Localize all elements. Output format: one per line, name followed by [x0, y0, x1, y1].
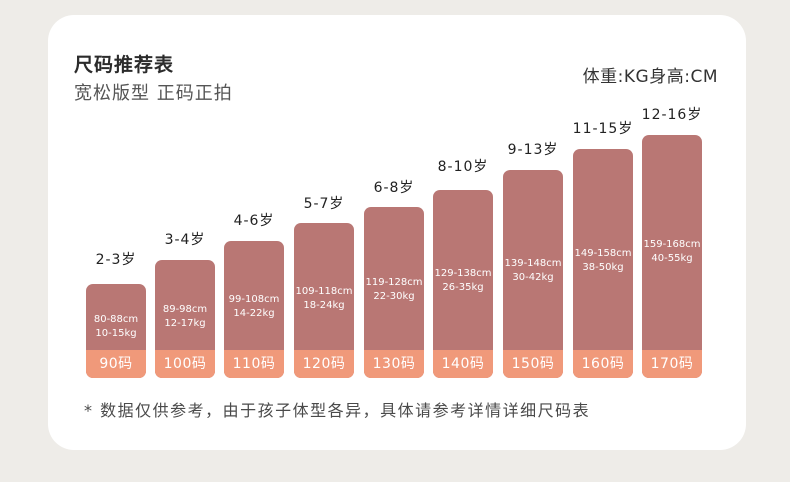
height-range: 139-148cm: [504, 258, 562, 269]
height-range: 129-138cm: [434, 268, 492, 279]
bar-info: 159-168cm 40-55kg: [642, 238, 702, 266]
size-bar: 139-148cm 30-42kg 150码: [503, 170, 563, 378]
age-label: 8-10岁: [437, 159, 489, 175]
age-label: 11-15岁: [572, 121, 634, 137]
size-code: 150码: [503, 350, 563, 378]
height-range: 99-108cm: [228, 294, 280, 305]
size-bar: 99-108cm 14-22kg 110码: [224, 241, 284, 378]
age-label: 6-8岁: [373, 180, 415, 196]
page-title: 尺码推荐表: [74, 54, 175, 76]
bar-info: 139-148cm 30-42kg: [503, 257, 563, 285]
size-bar: 149-158cm 38-50kg 160码: [573, 149, 633, 378]
height-range: 89-98cm: [162, 304, 208, 315]
bar-info: 119-128cm 22-30kg: [364, 276, 424, 304]
weight-range: 40-55kg: [651, 253, 693, 264]
weight-range: 22-30kg: [373, 291, 415, 302]
height-range: 159-168cm: [643, 239, 701, 250]
size-bar: 129-138cm 26-35kg 140码: [433, 190, 493, 378]
size-code: 90码: [86, 350, 146, 378]
weight-range: 26-35kg: [442, 282, 484, 293]
age-label: 12-16岁: [641, 107, 703, 123]
size-bar: 159-168cm 40-55kg 170码: [642, 135, 702, 378]
unit-note: 体重:KG身高:CM: [582, 67, 718, 87]
size-code: 140码: [433, 350, 493, 378]
bar-info: 149-158cm 38-50kg: [573, 247, 633, 275]
bar-info: 80-88cm 10-15kg: [86, 313, 146, 341]
weight-range: 38-50kg: [582, 262, 624, 273]
height-range: 109-118cm: [295, 286, 353, 297]
disclaimer-note: * 数据仅供参考，由于孩子体型各异，具体请参考详情详细尺码表: [84, 401, 591, 420]
height-range: 149-158cm: [574, 248, 632, 259]
age-label: 2-3岁: [95, 252, 137, 268]
height-range: 119-128cm: [365, 277, 423, 288]
weight-range: 14-22kg: [233, 308, 275, 319]
size-code: 110码: [224, 350, 284, 378]
bar-info: 89-98cm 12-17kg: [155, 303, 215, 331]
size-code: 100码: [155, 350, 215, 378]
bar-info: 99-108cm 14-22kg: [224, 293, 284, 321]
age-label: 3-4岁: [164, 232, 206, 248]
age-label: 9-13岁: [507, 142, 559, 158]
bar-info: 129-138cm 26-35kg: [433, 267, 493, 295]
size-code: 120码: [294, 350, 354, 378]
age-label: 5-7岁: [303, 196, 345, 212]
size-code: 160码: [573, 350, 633, 378]
size-bar: 119-128cm 22-30kg 130码: [364, 207, 424, 378]
size-bar: 109-118cm 18-24kg 120码: [294, 223, 354, 378]
weight-range: 18-24kg: [303, 300, 345, 311]
weight-range: 12-17kg: [164, 318, 206, 329]
age-label: 4-6岁: [233, 213, 275, 229]
fit-subtitle: 宽松版型 正码正拍: [74, 83, 233, 104]
size-code: 170码: [642, 350, 702, 378]
height-range: 80-88cm: [93, 314, 139, 325]
size-bar: 80-88cm 10-15kg 90码: [86, 284, 146, 378]
size-code: 130码: [364, 350, 424, 378]
weight-range: 10-15kg: [95, 328, 137, 339]
size-bar: 89-98cm 12-17kg 100码: [155, 260, 215, 378]
bar-info: 109-118cm 18-24kg: [294, 285, 354, 313]
weight-range: 30-42kg: [512, 272, 554, 283]
